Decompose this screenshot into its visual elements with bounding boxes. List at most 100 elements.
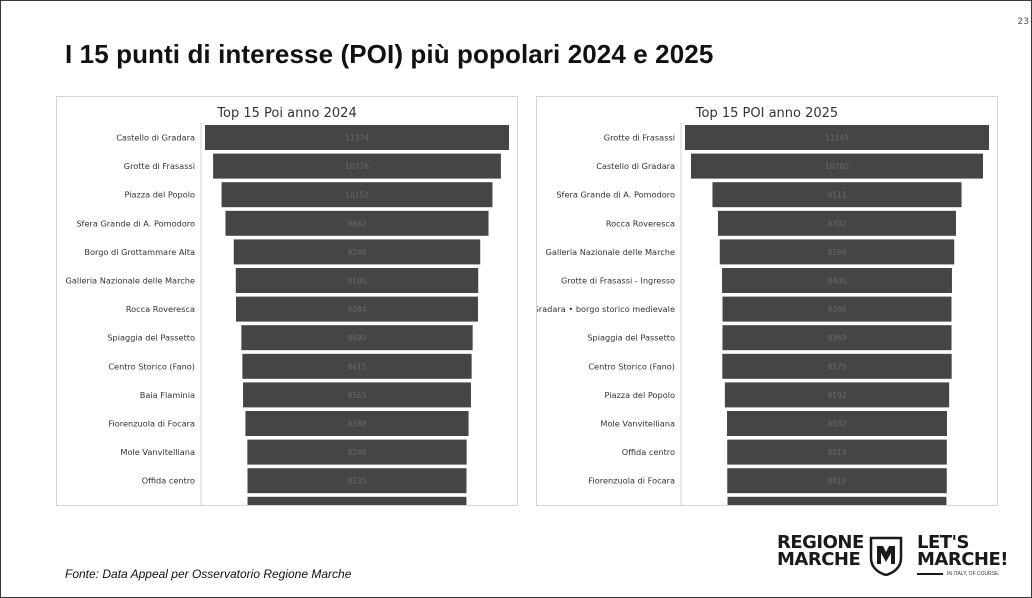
bar-value-label: 9862 — [347, 219, 366, 228]
chart-title: Top 15 Poi anno 2024 — [216, 106, 356, 121]
bar-value-label: 9100 — [347, 277, 366, 286]
funnel-bar — [712, 182, 962, 208]
regione-marche-logo[interactable]: REGIONE MARCHE — [777, 534, 907, 580]
chart-panel-2025: Top 15 POI anno 2025 Grotte di Frasassi 11… — [536, 96, 998, 506]
funnel-bar — [722, 296, 952, 322]
bar-value-label: 9248 — [347, 248, 366, 257]
funnel-bar — [722, 353, 952, 379]
category-label: Borgo di Grottammare Alta — [84, 247, 195, 257]
bar-value-label: 8388 — [347, 420, 366, 429]
funnel-bar — [727, 411, 947, 436]
funnel-bar — [724, 382, 950, 408]
bar-value-label: 8248 — [347, 448, 366, 457]
chart-title: Top 15 POI anno 2025 — [695, 106, 838, 121]
funnel-bar — [243, 382, 471, 408]
category-label: Offida centro — [142, 476, 195, 486]
category-label: Mole Vanvitelliana — [600, 419, 675, 429]
funnel-bar — [727, 468, 947, 494]
category-label: Fiorenzuola di Focara — [588, 476, 675, 486]
funnel-bar — [247, 496, 467, 505]
bar-value-label: 8016 — [827, 477, 846, 486]
category-label: Centro Storico (Fano) — [108, 361, 195, 371]
funnel-bar — [225, 210, 489, 236]
bar-value-label: 10152 — [345, 191, 369, 200]
category-label: Sfera Grande di A. Pomodoro — [76, 218, 195, 228]
lets-logo-line1: LET'S — [917, 532, 970, 553]
funnel-bar — [245, 411, 469, 436]
funnel-chart-2024: Top 15 Poi anno 2024 Castello di Gradara 1… — [57, 106, 509, 505]
funnel-bar — [233, 239, 481, 265]
bar-value-label: 9111 — [827, 191, 846, 200]
category-label: Castello di Gradara — [596, 161, 675, 171]
bar-value-label: 8400 — [827, 277, 846, 286]
funnel-bar — [727, 496, 947, 505]
funnel-chart-2025: Top 15 POI anno 2025 Grotte di Frasassi 11… — [537, 106, 989, 505]
category-label: Sfera Grande di A. Pomodoro — [556, 190, 675, 200]
category-label: Piazza del Popolo — [124, 190, 195, 200]
category-label: Galleria Nazionale delle Marche — [546, 247, 675, 257]
lets-logo-tagline: IN ITALY, OF COURSE. — [947, 571, 1000, 577]
bar-value-label: 11145 — [825, 134, 849, 143]
bar-value-label: 8235 — [347, 477, 366, 486]
chart-panel-2024: Top 15 Poi anno 2024 Castello di Gradara 1… — [56, 96, 518, 506]
bar-value-label: 8379 — [827, 362, 846, 371]
funnel-bar — [221, 182, 493, 208]
page-title: I 15 punti di interesse (POI) più popola… — [65, 39, 714, 69]
category-label: Offida centro — [622, 447, 675, 457]
bar-value-label: 8615 — [347, 362, 366, 371]
funnel-bar — [213, 153, 501, 179]
category-label: Abbazia di San Vittore alle Chiuse — [57, 504, 195, 505]
lets-logo-line2: MARCHE! — [917, 549, 1008, 570]
funnel-bar — [247, 439, 467, 465]
bar-value-label: 8702 — [827, 219, 846, 228]
funnel-bar — [719, 239, 955, 265]
funnel-bar — [722, 268, 952, 293]
regione-crest-icon — [869, 536, 903, 576]
funnel-bar — [241, 325, 473, 351]
regione-logo-line1: REGIONE — [777, 532, 864, 553]
category-label: Galleria Nazionale delle Marche — [66, 276, 195, 286]
bar-value-label: 10700 — [825, 162, 849, 171]
bar-value-label: 8565 — [347, 391, 366, 400]
funnel-bar — [727, 439, 947, 465]
funnel-bar — [235, 268, 479, 293]
bar-value-label: 9084 — [347, 305, 366, 314]
category-label: Grotte di Frasassi - Ingresso — [561, 276, 675, 286]
category-label: Castello di Gradara — [116, 133, 195, 143]
regione-logo-line2: MARCHE — [777, 549, 861, 570]
funnel-bar — [685, 125, 989, 150]
regione-logo-text: REGIONE MARCHE — [777, 532, 864, 570]
bar-value-label: 10776 — [345, 162, 369, 171]
bar-value-label: 8019 — [827, 448, 846, 457]
funnel-bar — [691, 153, 983, 179]
category-label: Spiaggia del Passetto — [587, 333, 675, 343]
funnel-bar — [722, 325, 952, 351]
funnel-bar — [236, 296, 478, 322]
category-label: Fiorenzuola di Focara — [108, 419, 195, 429]
bar-value-label: 8032 — [827, 420, 846, 429]
category-label: Spiaggia del Frate — [601, 504, 675, 505]
category-label: Spiaggia del Passetto — [107, 333, 195, 343]
category-label: Mole Vanvitelliana — [120, 447, 195, 457]
source-note: Fonte: Data Appeal per Osservatorio Regi… — [65, 567, 352, 581]
page-number: 23 — [1017, 17, 1029, 27]
lets-marche-logo[interactable]: LET'S MARCHE! IN ITALY, OF COURSE. — [917, 534, 1017, 580]
category-label: Baia Flaminia — [140, 390, 195, 400]
bar-value-label: 8369 — [827, 334, 846, 343]
funnel-bar — [205, 125, 509, 150]
category-label: Rocca Roveresca — [126, 304, 195, 314]
bar-value-label: 8690 — [347, 334, 366, 343]
lets-logo-bar — [917, 573, 943, 575]
funnel-bar — [242, 353, 472, 379]
category-label: Centro Storico (Fano) — [588, 361, 675, 371]
bar-value-label: 8366 — [827, 305, 846, 314]
bar-value-label: 8192 — [827, 391, 846, 400]
funnel-bar — [247, 468, 467, 494]
bar-value-label: 8569 — [827, 248, 846, 257]
category-label: Piazza del Popolo — [604, 390, 675, 400]
bar-value-label: 11374 — [345, 134, 369, 143]
category-label: Grotte di Frasassi — [604, 133, 675, 143]
funnel-bar — [717, 210, 957, 236]
category-label: Grotte di Frasassi — [124, 161, 195, 171]
